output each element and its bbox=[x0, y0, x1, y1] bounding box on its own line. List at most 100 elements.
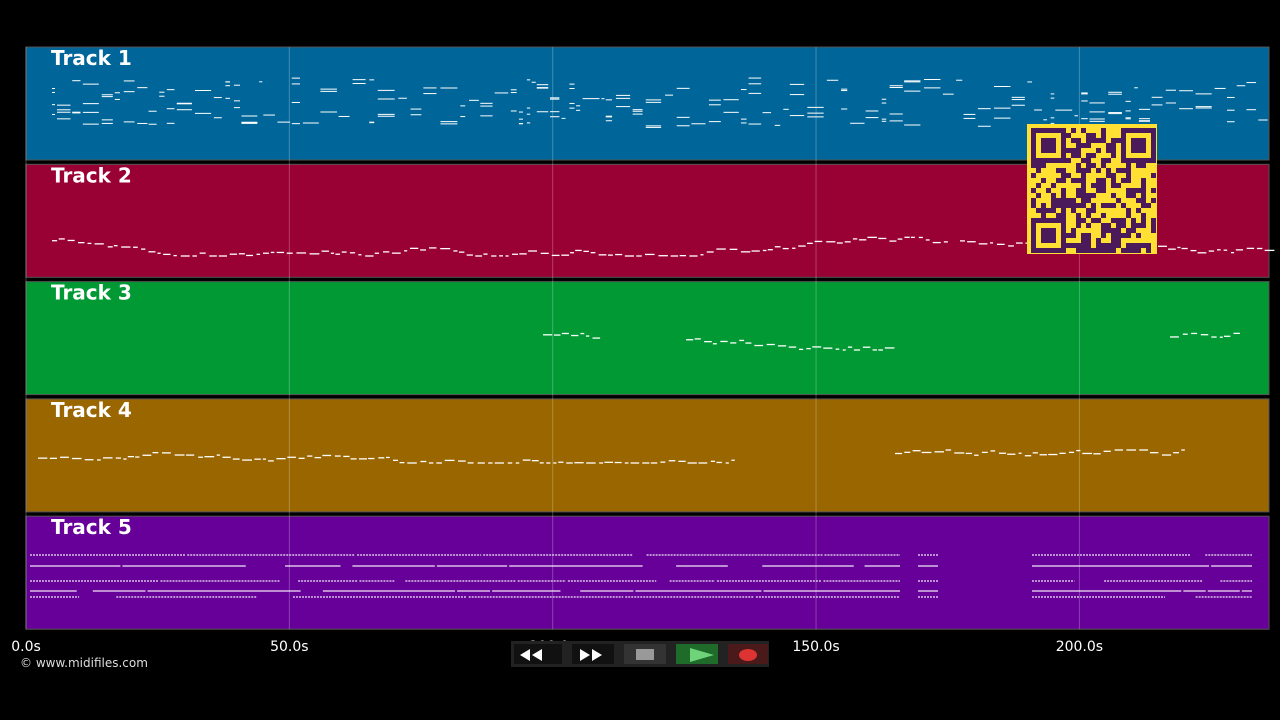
rewind-button[interactable] bbox=[514, 644, 562, 664]
qr-module bbox=[1051, 208, 1056, 213]
tick-label: 0.0s bbox=[11, 639, 41, 655]
qr-module bbox=[1046, 208, 1051, 213]
qr-module bbox=[1106, 248, 1111, 253]
qr-module bbox=[1081, 183, 1086, 188]
qr-module bbox=[1076, 218, 1081, 223]
qr-module bbox=[1141, 223, 1146, 228]
qr-module bbox=[1076, 138, 1081, 143]
qr-module bbox=[1086, 133, 1091, 138]
qr-module bbox=[1076, 248, 1081, 253]
qr-module bbox=[1131, 158, 1136, 163]
qr-module bbox=[1056, 198, 1061, 203]
play-button[interactable] bbox=[676, 644, 718, 664]
qr-module bbox=[1101, 248, 1106, 253]
qr-module bbox=[1106, 173, 1111, 178]
qr-module bbox=[1126, 248, 1131, 253]
qr-module bbox=[1041, 238, 1046, 243]
qr-module bbox=[1076, 203, 1081, 208]
qr-module bbox=[1086, 193, 1091, 198]
transport-controls bbox=[511, 641, 769, 667]
qr-module bbox=[1131, 193, 1136, 198]
qr-module bbox=[1091, 163, 1096, 168]
qr-module bbox=[1096, 238, 1101, 243]
qr-module bbox=[1031, 188, 1036, 193]
qr-module bbox=[1116, 218, 1121, 223]
qr-module bbox=[1106, 158, 1111, 163]
qr-module bbox=[1141, 188, 1146, 193]
qr-module bbox=[1081, 158, 1086, 163]
rewind-icon[interactable] bbox=[520, 649, 542, 661]
stop-icon[interactable] bbox=[636, 649, 654, 660]
qr-module bbox=[1121, 143, 1126, 148]
qr-module bbox=[1046, 218, 1051, 223]
forward-button[interactable] bbox=[572, 644, 614, 664]
qr-module bbox=[1061, 153, 1066, 158]
track-lane bbox=[25, 515, 1270, 630]
qr-module bbox=[1141, 183, 1146, 188]
qr-module bbox=[1101, 213, 1106, 218]
qr-module bbox=[1151, 228, 1156, 233]
qr-module bbox=[1046, 143, 1051, 148]
qr-module bbox=[1041, 228, 1046, 233]
qr-module bbox=[1081, 128, 1086, 133]
qr-module bbox=[1056, 178, 1061, 183]
qr-module bbox=[1096, 168, 1101, 173]
qr-module bbox=[1031, 158, 1036, 163]
qr-module bbox=[1121, 223, 1126, 228]
qr-module bbox=[1051, 158, 1056, 163]
qr-module bbox=[1091, 193, 1096, 198]
qr-module bbox=[1141, 158, 1146, 163]
qr-module bbox=[1151, 218, 1156, 223]
qr-module bbox=[1061, 168, 1066, 173]
stop-button[interactable] bbox=[624, 644, 666, 664]
qr-module bbox=[1061, 138, 1066, 143]
qr-module bbox=[1111, 218, 1116, 223]
qr-module bbox=[1131, 248, 1136, 253]
qr-module bbox=[1046, 233, 1051, 238]
qr-module bbox=[1071, 148, 1076, 153]
qr-module bbox=[1141, 128, 1146, 133]
qr-module bbox=[1061, 203, 1066, 208]
qr-module bbox=[1071, 228, 1076, 233]
qr-module bbox=[1051, 233, 1056, 238]
qr-module bbox=[1126, 128, 1131, 133]
qr-module bbox=[1056, 128, 1061, 133]
qr-module bbox=[1086, 168, 1091, 173]
qr-module bbox=[1131, 223, 1136, 228]
qr-module bbox=[1081, 193, 1086, 198]
qr-module bbox=[1041, 233, 1046, 238]
qr-module bbox=[1076, 163, 1081, 168]
track-name: Track 1 bbox=[51, 46, 132, 70]
qr-module bbox=[1126, 173, 1131, 178]
track: Track 4 bbox=[25, 398, 1270, 513]
qr-module bbox=[1031, 133, 1036, 138]
qr-module bbox=[1111, 233, 1116, 238]
qr-module bbox=[1056, 218, 1061, 223]
qr-module bbox=[1041, 178, 1046, 183]
qr-module bbox=[1051, 218, 1056, 223]
qr-module bbox=[1101, 188, 1106, 193]
qr-module bbox=[1031, 203, 1036, 208]
qr-module bbox=[1051, 183, 1056, 188]
record-button[interactable] bbox=[728, 644, 768, 664]
qr-module bbox=[1086, 153, 1091, 158]
qr-module bbox=[1121, 218, 1126, 223]
qr-module bbox=[1116, 198, 1121, 203]
qr-module bbox=[1116, 223, 1121, 228]
copyright: © www.midifiles.com bbox=[20, 656, 148, 670]
qr-module bbox=[1046, 188, 1051, 193]
qr-module bbox=[1096, 248, 1101, 253]
qr-module bbox=[1031, 163, 1036, 168]
forward-icon[interactable] bbox=[580, 649, 602, 661]
qr-module bbox=[1091, 248, 1096, 253]
qr-module bbox=[1081, 188, 1086, 193]
record-icon[interactable] bbox=[739, 649, 757, 661]
tick-label: 200.0s bbox=[1056, 639, 1103, 655]
play-icon[interactable] bbox=[690, 648, 714, 662]
qr-module bbox=[1051, 238, 1056, 243]
qr-module bbox=[1036, 193, 1041, 198]
qr-module bbox=[1086, 213, 1091, 218]
qr-module bbox=[1111, 203, 1116, 208]
qr-module bbox=[1111, 173, 1116, 178]
